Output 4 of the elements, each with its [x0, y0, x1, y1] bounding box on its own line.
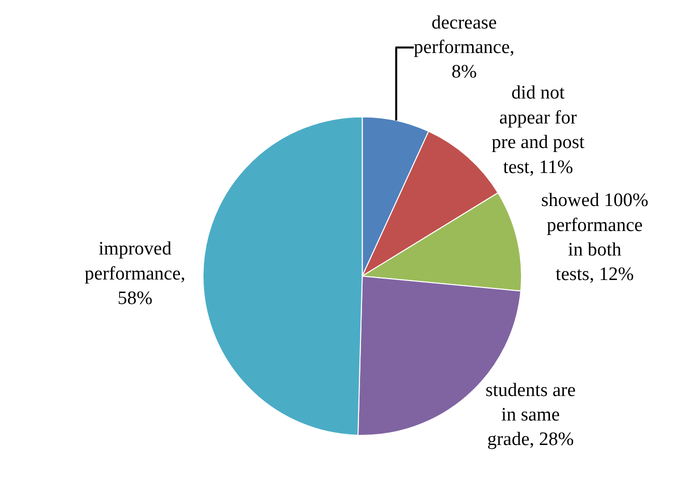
slice-label: showed 100% performance in both tests, 12%: [541, 190, 648, 286]
slice-label: students are in same grade, 28%: [485, 380, 576, 450]
slice-label: improved performance, 58%: [84, 238, 186, 310]
slice-label: did not appear for pre and post test, 11%: [492, 82, 586, 178]
